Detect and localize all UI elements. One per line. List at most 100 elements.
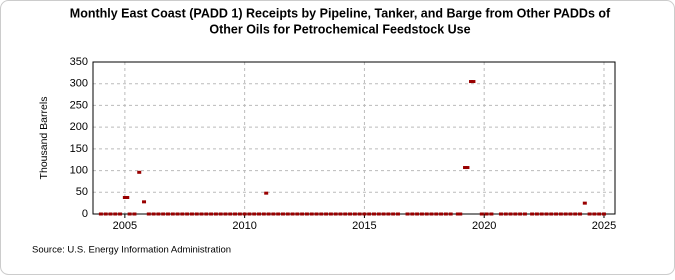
marker bbox=[127, 212, 132, 216]
marker bbox=[180, 212, 185, 216]
marker bbox=[108, 212, 113, 216]
marker bbox=[324, 212, 329, 216]
marker bbox=[290, 212, 295, 216]
marker bbox=[189, 212, 194, 216]
marker bbox=[458, 212, 463, 216]
marker bbox=[372, 212, 377, 216]
marker bbox=[266, 212, 271, 216]
source: Source: U.S. Energy Information Administ… bbox=[32, 245, 231, 256]
chart-title: Monthly East Coast (PADD 1) Receipts by … bbox=[70, 6, 611, 20]
marker bbox=[434, 212, 439, 216]
marker bbox=[352, 212, 357, 216]
marker bbox=[573, 212, 578, 216]
marker bbox=[218, 212, 223, 216]
marker bbox=[271, 212, 276, 216]
marker bbox=[563, 212, 568, 216]
marker bbox=[142, 200, 147, 204]
marker bbox=[357, 212, 362, 216]
marker bbox=[578, 212, 583, 216]
marker bbox=[419, 212, 424, 216]
y-tick-label: 50 bbox=[76, 186, 88, 198]
marker bbox=[522, 212, 527, 216]
marker bbox=[309, 212, 314, 216]
marker bbox=[549, 212, 554, 216]
marker bbox=[252, 212, 257, 216]
marker bbox=[415, 212, 420, 216]
marker bbox=[498, 212, 503, 216]
marker bbox=[319, 212, 324, 216]
marker bbox=[489, 212, 494, 216]
marker bbox=[424, 212, 429, 216]
marker bbox=[165, 212, 170, 216]
marker bbox=[587, 212, 592, 216]
marker bbox=[601, 212, 606, 216]
marker bbox=[137, 170, 142, 174]
y-tick-label: 300 bbox=[70, 78, 88, 90]
marker bbox=[122, 195, 127, 199]
marker bbox=[479, 212, 484, 216]
x-tick-label: 2020 bbox=[472, 220, 496, 232]
marker bbox=[484, 212, 489, 216]
marker bbox=[343, 212, 348, 216]
marker bbox=[544, 212, 549, 216]
marker bbox=[185, 212, 190, 216]
marker bbox=[448, 212, 453, 216]
marker bbox=[247, 212, 252, 216]
marker bbox=[242, 212, 247, 216]
marker bbox=[300, 212, 305, 216]
marker bbox=[237, 212, 242, 216]
marker bbox=[146, 212, 151, 216]
marker bbox=[233, 212, 238, 216]
marker bbox=[170, 212, 175, 216]
marker bbox=[362, 212, 367, 216]
marker bbox=[257, 212, 262, 216]
marker bbox=[405, 212, 410, 216]
marker bbox=[410, 212, 415, 216]
marker bbox=[228, 212, 233, 216]
marker bbox=[395, 212, 400, 216]
marker bbox=[113, 212, 118, 216]
marker bbox=[125, 195, 130, 199]
marker bbox=[376, 212, 381, 216]
y-axis-label: Thousand Barrels bbox=[38, 97, 50, 180]
marker bbox=[161, 212, 166, 216]
marker bbox=[469, 80, 474, 84]
marker bbox=[204, 212, 209, 216]
x-tick-label: 2010 bbox=[232, 220, 256, 232]
x-tick-label: 2015 bbox=[352, 220, 376, 232]
y-tick-label: 0 bbox=[82, 208, 88, 220]
marker bbox=[156, 212, 161, 216]
marker bbox=[280, 212, 285, 216]
y-tick-label: 350 bbox=[70, 56, 88, 68]
marker bbox=[295, 212, 300, 216]
marker bbox=[118, 212, 123, 216]
marker bbox=[264, 191, 269, 195]
marker bbox=[443, 212, 448, 216]
marker bbox=[439, 212, 444, 216]
y-tick-label: 200 bbox=[70, 121, 88, 133]
marker bbox=[261, 212, 266, 216]
marker bbox=[333, 212, 338, 216]
marker bbox=[518, 212, 523, 216]
marker bbox=[463, 166, 468, 170]
y-tick-label: 250 bbox=[70, 99, 88, 111]
marker bbox=[223, 212, 228, 216]
marker bbox=[209, 212, 214, 216]
marker bbox=[391, 212, 396, 216]
marker bbox=[103, 212, 108, 216]
marker bbox=[175, 212, 180, 216]
marker bbox=[539, 212, 544, 216]
marker bbox=[534, 212, 539, 216]
marker bbox=[199, 212, 204, 216]
marker bbox=[508, 212, 513, 216]
marker bbox=[429, 212, 434, 216]
marker bbox=[348, 212, 353, 216]
marker bbox=[328, 212, 333, 216]
x-tick-label: 2005 bbox=[113, 220, 137, 232]
marker bbox=[276, 212, 281, 216]
marker bbox=[530, 212, 535, 216]
y-tick-label: 150 bbox=[70, 143, 88, 155]
marker bbox=[465, 166, 470, 170]
